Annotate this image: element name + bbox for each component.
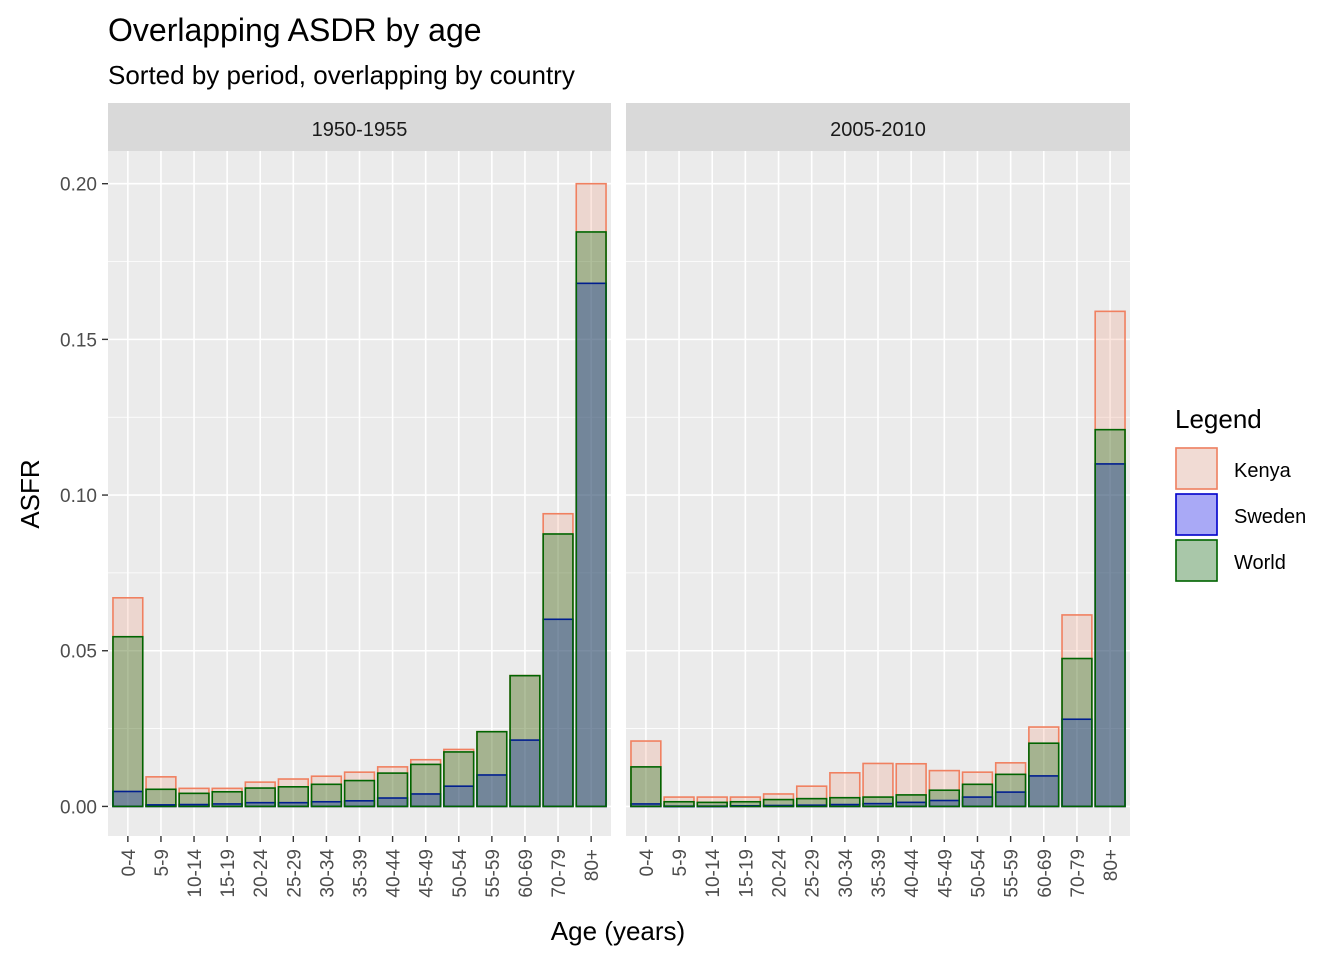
x-tick-label: 50-54 — [968, 849, 989, 898]
bar-world — [994, 773, 1027, 808]
x-tick-label: 0-4 — [637, 849, 658, 877]
legend-key-background — [1175, 493, 1218, 536]
bar-world — [862, 796, 894, 808]
bar-kenya — [542, 512, 574, 808]
bar-world — [277, 786, 310, 808]
bar-world — [795, 797, 828, 808]
x-tick-label: 80+ — [1101, 849, 1122, 881]
bar-world — [762, 798, 795, 808]
x-tick-label: 15-19 — [736, 849, 757, 898]
bar-world — [376, 772, 409, 808]
bar-world — [1061, 657, 1093, 808]
legend-label-world: World — [1234, 552, 1286, 574]
bar-world — [476, 730, 508, 808]
x-tick-label: 15-19 — [218, 849, 239, 898]
y-tick-label: 0.15 — [60, 330, 97, 351]
y-axis-title: ASFR — [15, 459, 45, 528]
bar-world — [961, 783, 994, 808]
x-tick-label: 55-59 — [1002, 849, 1023, 898]
x-tick-label: 80+ — [582, 849, 603, 881]
bar-kenya — [443, 748, 475, 808]
x-tick-label: 35-39 — [869, 849, 890, 898]
x-tick-label: 30-34 — [836, 849, 857, 898]
x-tick-label: 50-54 — [450, 849, 471, 898]
x-tick-label: 40-44 — [384, 849, 405, 898]
x-tick-label: 70-79 — [1068, 849, 1089, 898]
bar-world — [1094, 428, 1126, 808]
y-tick-label: 0.10 — [60, 486, 97, 507]
y-tick-label: 0.20 — [60, 175, 97, 196]
legend-label-sweden: Sweden — [1234, 506, 1306, 528]
legend-key-world — [1175, 539, 1218, 582]
x-tick-label: 25-29 — [284, 849, 305, 898]
bar-world — [829, 796, 861, 808]
bar-world — [729, 800, 762, 808]
x-tick-label: 60-69 — [516, 849, 537, 898]
bar-world — [443, 751, 475, 808]
x-tick-label: 40-44 — [902, 849, 923, 898]
bar-world — [112, 635, 144, 808]
bar-world — [409, 763, 442, 808]
facet-strip — [108, 103, 611, 151]
x-tick-label: 0-4 — [119, 849, 140, 877]
x-tick-label: 45-49 — [935, 849, 956, 898]
bar-world — [575, 231, 607, 808]
facet-strip — [626, 103, 1130, 151]
x-tick-label: 20-24 — [770, 849, 791, 898]
y-tick-label: 0.05 — [60, 642, 97, 663]
bar-world — [178, 792, 210, 808]
bar-kenya — [409, 758, 442, 808]
legend-key-background — [1175, 539, 1218, 582]
facet-panel: 2005-2010 0-4 5-9 10-14 15-19 20-24 25-29 30-34… — [626, 103, 1130, 898]
facet-panels: 1950-1955 0-4 5-9 10-14 15-19 20-24 25-29 30-34… — [108, 103, 1130, 898]
chart-subtitle: Sorted by period, overlapping by country — [108, 60, 575, 90]
bar-world — [509, 674, 541, 808]
x-tick-label: 55-59 — [483, 849, 504, 898]
x-axis-title: Age (years) — [551, 916, 685, 946]
facet-strip-label: 1950-1955 — [312, 119, 408, 141]
x-tick-label: 45-49 — [417, 849, 438, 898]
bar-world — [1028, 742, 1060, 808]
bar-world — [663, 800, 695, 808]
x-tick-label: 30-34 — [317, 849, 338, 898]
chart-title: Overlapping ASDR by age — [108, 12, 482, 48]
bar-kenya — [862, 762, 894, 808]
x-tick-label: 10-14 — [185, 849, 206, 898]
legend-key-sweden — [1175, 493, 1218, 536]
bar-world — [244, 787, 276, 808]
legend-title: Legend — [1175, 404, 1262, 434]
x-tick-label: 5-9 — [152, 849, 173, 876]
bar-kenya — [1028, 726, 1060, 808]
bar-world — [928, 789, 961, 808]
bar-kenya — [1094, 310, 1126, 808]
bar-world — [310, 783, 343, 808]
x-tick-label: 60-69 — [1035, 849, 1056, 898]
bar-sweden — [476, 774, 508, 808]
bar-kenya — [829, 771, 861, 808]
x-tick-label: 10-14 — [703, 849, 724, 898]
x-tick-label: 35-39 — [351, 849, 372, 898]
bar-world — [696, 801, 728, 808]
y-tick-label: 0.00 — [60, 797, 97, 818]
x-tick-label: 25-29 — [803, 849, 824, 898]
bar-world — [343, 779, 376, 808]
bar-world — [211, 790, 243, 808]
x-tick-label: 70-79 — [549, 849, 570, 898]
x-tick-label: 20-24 — [251, 849, 272, 898]
legend-label-kenya: Kenya — [1234, 460, 1292, 482]
bar-sweden — [575, 282, 607, 808]
bar-world — [895, 794, 927, 808]
x-tick-label: 5-9 — [670, 849, 691, 876]
facet-panel: 1950-1955 0-4 5-9 10-14 15-19 20-24 25-29 30-34… — [108, 103, 611, 898]
bar-world — [145, 788, 177, 808]
legend-key-background — [1175, 447, 1218, 490]
legend: Legend Kenya Sweden World — [1175, 404, 1306, 582]
bar-world — [630, 766, 662, 808]
facet-strip-label: 2005-2010 — [830, 119, 926, 141]
y-axis: 0.00 0.05 0.10 0.15 0.20 — [60, 175, 108, 818]
bar-world — [542, 533, 574, 808]
legend-key-kenya — [1175, 447, 1218, 490]
